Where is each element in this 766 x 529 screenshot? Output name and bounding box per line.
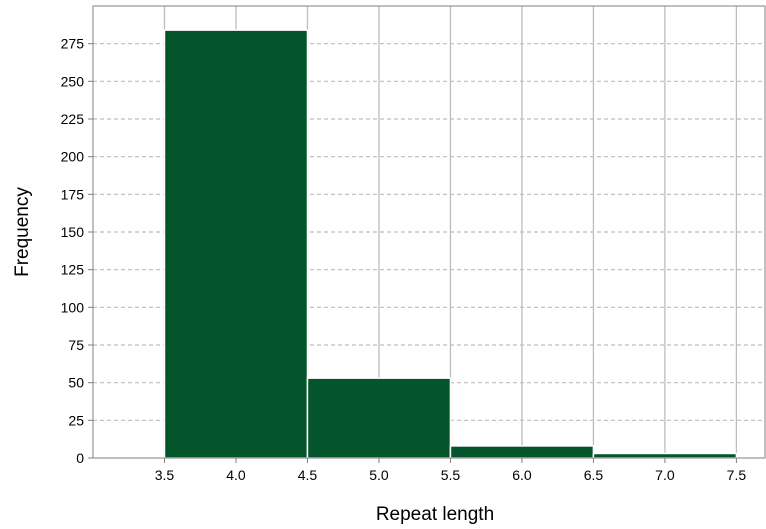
y-tick-label: 125 <box>61 262 85 278</box>
x-tick-label: 6.5 <box>584 467 604 483</box>
x-axis-title: Repeat length <box>376 504 494 525</box>
histogram-bars <box>163 29 738 459</box>
x-axis: 3.5 4.0 4.5 5.0 5.5 6.0 6.5 7.0 7.5 <box>155 458 747 483</box>
y-tick-label: 275 <box>61 36 85 52</box>
y-tick-label: 100 <box>61 299 85 315</box>
x-tick-label: 4.5 <box>298 467 318 483</box>
y-tick-label: 50 <box>68 375 84 391</box>
y-tick-label: 175 <box>61 186 85 202</box>
x-tick-label: 5.0 <box>369 467 389 483</box>
y-tick-label: 25 <box>68 412 84 428</box>
x-tick-label: 7.5 <box>727 467 747 483</box>
x-tick-label: 7.0 <box>655 467 675 483</box>
histogram-bar <box>592 452 738 459</box>
x-tick-label: 5.5 <box>441 467 461 483</box>
y-tick-label: 0 <box>76 450 84 466</box>
y-tick-label: 250 <box>61 73 85 89</box>
y-tick-label: 150 <box>61 224 85 240</box>
x-tick-label: 4.0 <box>226 467 246 483</box>
x-tick-label: 6.0 <box>512 467 532 483</box>
y-tick-label: 225 <box>61 111 85 127</box>
histogram-bar <box>449 445 595 459</box>
y-axis-title: Frequency <box>12 187 33 277</box>
histogram-bar <box>306 377 452 459</box>
x-tick-label: 3.5 <box>155 467 175 483</box>
y-axis: 0 25 50 75 100 125 150 175 200 225 250 275 <box>61 36 93 466</box>
y-tick-label: 200 <box>61 149 85 165</box>
y-tick-label: 75 <box>68 337 84 353</box>
histogram-bar <box>163 29 309 459</box>
